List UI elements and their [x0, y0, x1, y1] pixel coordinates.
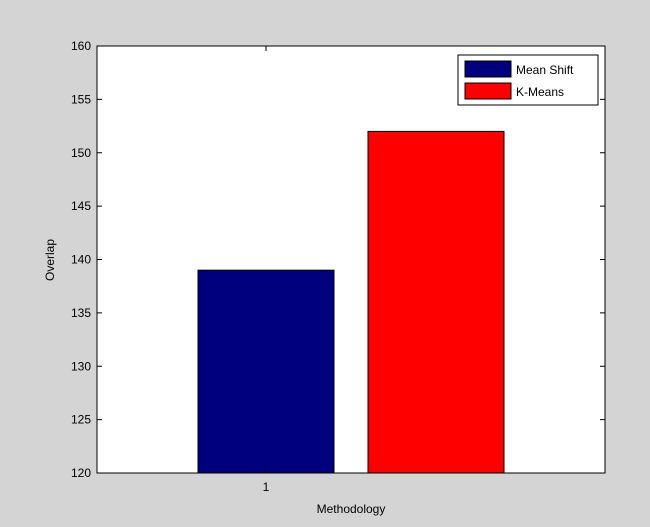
y-tick-label: 150 [71, 146, 91, 160]
bar-k-means [368, 131, 504, 473]
y-tick-label: 160 [71, 39, 91, 53]
legend-label-k-means: K-Means [516, 85, 564, 99]
x-tick-label: 1 [263, 480, 270, 494]
y-tick-label: 155 [71, 92, 91, 106]
y-tick-label: 135 [71, 306, 91, 320]
y-tick-label: 145 [71, 199, 91, 213]
bar-mean-shift [198, 270, 334, 473]
legend: Mean Shift K-Means [458, 55, 598, 105]
legend-swatch-k-means [465, 83, 511, 99]
x-axis-label: Methodology [317, 502, 386, 516]
y-tick-label: 120 [71, 466, 91, 480]
y-axis-label: Overlap [43, 239, 57, 281]
y-tick-label: 130 [71, 359, 91, 373]
plot-area [97, 46, 605, 473]
legend-label-mean-shift: Mean Shift [516, 63, 574, 77]
y-tick-label: 140 [71, 253, 91, 267]
legend-swatch-mean-shift [465, 61, 511, 77]
y-tick-label: 125 [71, 413, 91, 427]
